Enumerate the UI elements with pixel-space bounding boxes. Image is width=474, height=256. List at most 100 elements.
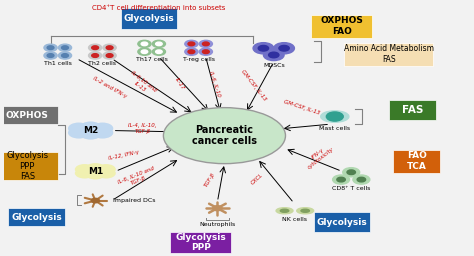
- Circle shape: [138, 48, 151, 55]
- Text: T-reg cells: T-reg cells: [182, 57, 215, 62]
- Circle shape: [343, 168, 360, 177]
- Text: Glycolysis: Glycolysis: [124, 14, 175, 23]
- Circle shape: [152, 48, 165, 55]
- Text: Pancreatic
cancer cells: Pancreatic cancer cells: [192, 125, 257, 146]
- Circle shape: [337, 177, 345, 182]
- FancyBboxPatch shape: [311, 15, 373, 38]
- Text: IL-6, IL-10 and
TGF-β: IL-6, IL-10 and TGF-β: [118, 166, 158, 191]
- Ellipse shape: [301, 209, 310, 212]
- Circle shape: [333, 175, 349, 184]
- Text: Th1 cells: Th1 cells: [44, 60, 72, 66]
- Text: M2: M2: [83, 126, 98, 135]
- Circle shape: [62, 54, 68, 57]
- FancyBboxPatch shape: [0, 106, 58, 124]
- Text: Amino Acid Metabolism
FAS: Amino Acid Metabolism FAS: [344, 45, 434, 64]
- FancyBboxPatch shape: [389, 100, 436, 120]
- Text: Th17 cells: Th17 cells: [136, 57, 168, 62]
- Circle shape: [68, 123, 90, 134]
- Circle shape: [279, 46, 289, 51]
- FancyBboxPatch shape: [344, 43, 433, 66]
- Circle shape: [155, 50, 162, 54]
- Circle shape: [258, 46, 269, 51]
- Circle shape: [75, 164, 94, 175]
- Circle shape: [58, 44, 72, 51]
- Text: GM-CSF, IL-13: GM-CSF, IL-13: [240, 69, 267, 102]
- Text: FAS: FAS: [401, 105, 423, 115]
- Circle shape: [91, 54, 99, 57]
- Circle shape: [47, 46, 54, 50]
- Circle shape: [199, 48, 212, 55]
- Circle shape: [103, 52, 116, 59]
- Circle shape: [188, 50, 195, 54]
- Circle shape: [274, 43, 294, 54]
- Circle shape: [141, 50, 148, 54]
- Circle shape: [72, 125, 93, 136]
- Circle shape: [62, 46, 68, 50]
- Text: IL-4, IL-10,
TGF-β: IL-4, IL-10, TGF-β: [128, 123, 156, 134]
- Text: OXPHOS
FAO: OXPHOS FAO: [320, 16, 363, 36]
- Text: CD8⁺ T cells: CD8⁺ T cells: [332, 186, 370, 191]
- Circle shape: [78, 166, 98, 177]
- Circle shape: [80, 128, 101, 140]
- Circle shape: [91, 46, 99, 50]
- FancyBboxPatch shape: [171, 232, 231, 253]
- Text: IL-6,10 and
IL-13: IL-6,10 and IL-13: [127, 70, 158, 98]
- Circle shape: [199, 40, 212, 47]
- Text: Glycolysis: Glycolysis: [317, 218, 367, 227]
- Text: MDSCs: MDSCs: [263, 63, 284, 68]
- Circle shape: [106, 54, 113, 57]
- Circle shape: [89, 52, 102, 59]
- Circle shape: [185, 40, 198, 47]
- Circle shape: [85, 163, 105, 174]
- Circle shape: [91, 127, 113, 138]
- Text: GM-CSF, IL-13: GM-CSF, IL-13: [283, 99, 320, 116]
- Circle shape: [185, 48, 198, 55]
- Text: CD4⁺T cell differentiation into subsets: CD4⁺T cell differentiation into subsets: [92, 5, 226, 10]
- Circle shape: [91, 123, 113, 134]
- Circle shape: [347, 170, 356, 175]
- Circle shape: [188, 42, 195, 46]
- Circle shape: [269, 52, 279, 58]
- Circle shape: [106, 46, 113, 50]
- Circle shape: [85, 169, 105, 179]
- Text: NK cells: NK cells: [283, 217, 307, 222]
- Circle shape: [88, 125, 109, 136]
- Circle shape: [357, 177, 365, 182]
- Circle shape: [96, 168, 116, 178]
- Circle shape: [353, 175, 370, 184]
- Circle shape: [58, 52, 72, 59]
- Text: Mast cells: Mast cells: [319, 126, 350, 131]
- Circle shape: [152, 40, 165, 47]
- Text: TGF-β: TGF-β: [203, 172, 216, 188]
- Circle shape: [91, 198, 100, 203]
- Ellipse shape: [280, 209, 289, 212]
- Circle shape: [202, 50, 210, 54]
- Circle shape: [80, 121, 101, 133]
- Text: Glycolysis: Glycolysis: [11, 213, 62, 222]
- FancyBboxPatch shape: [314, 212, 370, 232]
- Text: IFN-γ
cytotoxicity: IFN-γ cytotoxicity: [303, 141, 335, 169]
- Text: FAO
TCA: FAO TCA: [407, 151, 427, 171]
- Circle shape: [155, 42, 162, 46]
- FancyBboxPatch shape: [9, 208, 65, 226]
- Text: IL-2 and IFN-γ: IL-2 and IFN-γ: [92, 76, 127, 99]
- Circle shape: [75, 168, 94, 178]
- FancyBboxPatch shape: [121, 8, 177, 29]
- Text: CXCL: CXCL: [250, 172, 264, 186]
- Circle shape: [264, 49, 284, 61]
- Circle shape: [326, 112, 343, 121]
- Circle shape: [47, 54, 54, 57]
- Text: Glycolysis
PPP
FAS: Glycolysis PPP FAS: [6, 151, 48, 181]
- Ellipse shape: [297, 208, 314, 214]
- Text: IL-12, IFN-γ: IL-12, IFN-γ: [108, 150, 139, 161]
- Text: Th2 cells: Th2 cells: [88, 60, 117, 66]
- Circle shape: [213, 206, 222, 211]
- FancyBboxPatch shape: [393, 150, 440, 173]
- Circle shape: [44, 44, 57, 51]
- Circle shape: [89, 44, 102, 51]
- Circle shape: [44, 52, 57, 59]
- Text: Impaired DCs: Impaired DCs: [113, 198, 155, 203]
- Text: M1: M1: [88, 167, 103, 176]
- FancyBboxPatch shape: [0, 152, 58, 180]
- Text: IL-6, IL-10: IL-6, IL-10: [208, 71, 220, 98]
